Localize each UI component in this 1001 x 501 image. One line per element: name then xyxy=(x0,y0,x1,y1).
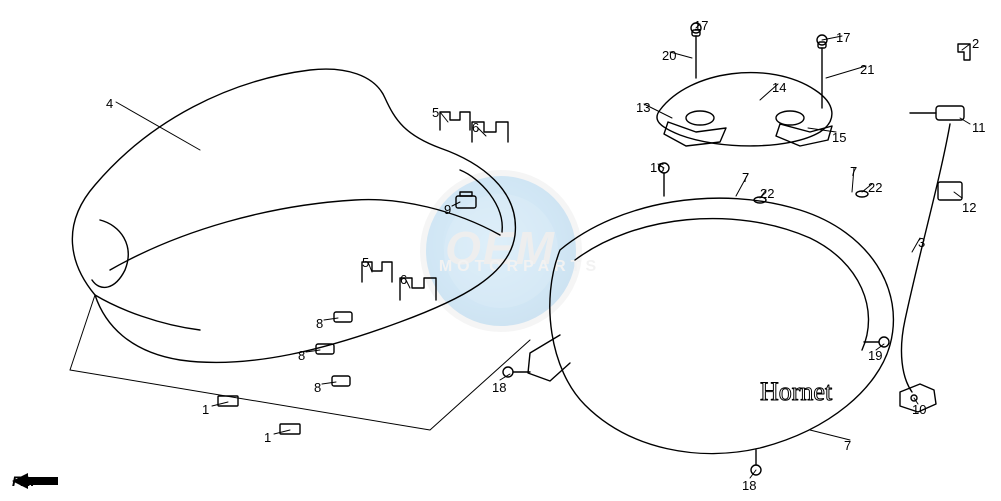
lineart-svg: Hornet xyxy=(0,0,1001,501)
callout-17: 17 xyxy=(836,30,850,45)
part-rubber-9 xyxy=(456,192,476,208)
rear-cowl-emblem: Hornet xyxy=(760,377,833,406)
callout-7: 7 xyxy=(742,170,749,185)
callout-1: 1 xyxy=(264,430,271,445)
callout-10: 10 xyxy=(912,402,926,417)
callout-20: 20 xyxy=(662,48,676,63)
callout-7: 7 xyxy=(844,438,851,453)
callout-13: 13 xyxy=(636,100,650,115)
callout-1: 1 xyxy=(202,402,209,417)
callout-18: 18 xyxy=(742,478,756,493)
callout-21: 21 xyxy=(860,62,874,77)
callout-5: 5 xyxy=(362,255,369,270)
callout-8: 8 xyxy=(298,348,305,363)
part-clip-2 xyxy=(958,44,970,60)
callout-22: 22 xyxy=(868,180,882,195)
callout-11: 11 xyxy=(972,120,986,135)
callout-12: 12 xyxy=(962,200,976,215)
callout-17: 17 xyxy=(694,18,708,33)
callout-3: 3 xyxy=(918,235,925,250)
front-direction-indicator: FR. xyxy=(12,473,35,489)
callout-7: 7 xyxy=(850,164,857,179)
part-seat-hooks-lower xyxy=(362,262,436,300)
part-lock-assy xyxy=(901,44,970,392)
callout-16: 16 xyxy=(650,160,664,175)
callout-2: 2 xyxy=(972,36,979,51)
callout-4: 4 xyxy=(106,96,113,111)
part-seat xyxy=(70,69,530,430)
part-cable-3 xyxy=(901,124,950,392)
diagram-canvas: OEM MOTORPARTS xyxy=(0,0,1001,501)
callout-18: 18 xyxy=(492,380,506,395)
callout-9: 9 xyxy=(444,202,451,217)
part-screw-18 xyxy=(503,367,761,475)
callout-5: 5 xyxy=(432,105,439,120)
part-rear-cowl: Hornet xyxy=(528,191,893,454)
callout-14: 14 xyxy=(772,80,786,95)
callout-6: 6 xyxy=(472,120,479,135)
callout-19: 19 xyxy=(868,348,882,363)
callout-15: 15 xyxy=(832,130,846,145)
callout-22: 22 xyxy=(760,186,774,201)
callout-8: 8 xyxy=(316,316,323,331)
part-screw-19 xyxy=(864,337,889,347)
callout-6: 6 xyxy=(400,272,407,287)
callout-8: 8 xyxy=(314,380,321,395)
